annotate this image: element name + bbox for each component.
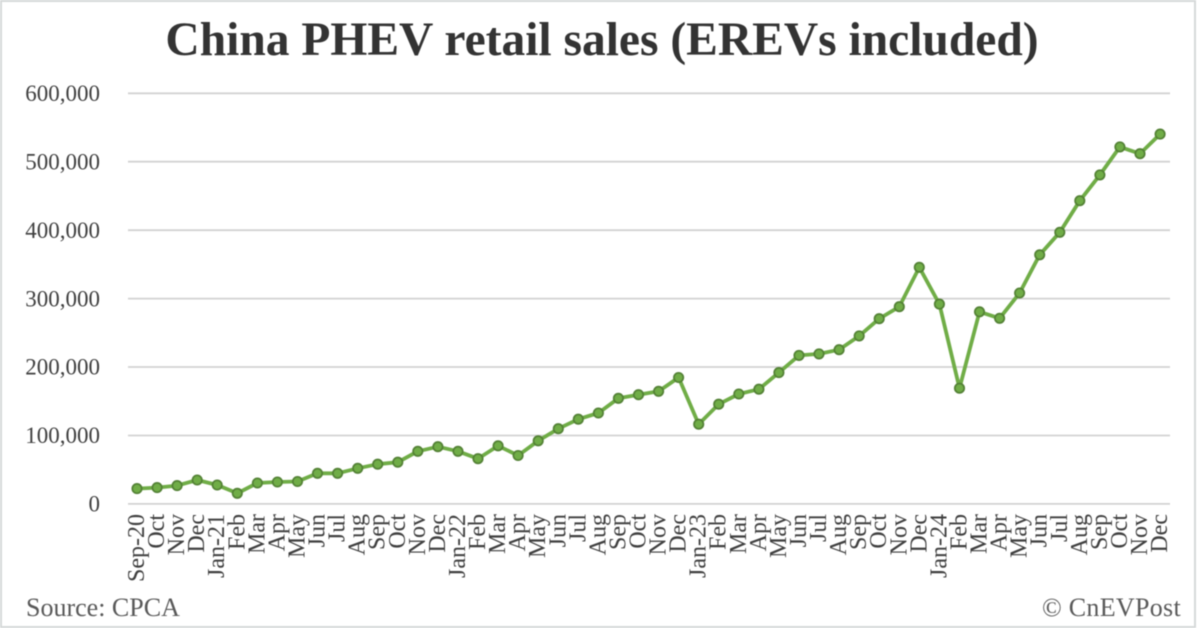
svg-text:Sep: Sep — [605, 514, 631, 550]
svg-text:400,000: 400,000 — [25, 218, 100, 243]
svg-text:Jul: Jul — [565, 514, 591, 542]
svg-text:Aug: Aug — [585, 514, 611, 555]
svg-text:200,000: 200,000 — [25, 355, 100, 380]
svg-text:Mar: Mar — [726, 514, 752, 554]
svg-text:Oct: Oct — [385, 514, 411, 549]
svg-text:Mar: Mar — [967, 514, 993, 554]
svg-text:Aug: Aug — [1067, 514, 1093, 555]
svg-text:0: 0 — [89, 492, 101, 517]
svg-text:Apr: Apr — [264, 514, 290, 551]
svg-text:Feb: Feb — [224, 514, 250, 550]
svg-text:Dec: Dec — [666, 514, 692, 553]
svg-text:Feb: Feb — [465, 514, 491, 550]
svg-text:600,000: 600,000 — [25, 81, 100, 106]
svg-text:Jun: Jun — [1027, 514, 1053, 547]
svg-text:Apr: Apr — [505, 514, 531, 551]
svg-text:May: May — [525, 514, 551, 558]
svg-text:Jan-22: Jan-22 — [445, 514, 471, 578]
svg-text:Jul: Jul — [1047, 514, 1073, 542]
svg-text:Nov: Nov — [405, 514, 431, 555]
svg-text:Oct: Oct — [1107, 514, 1133, 549]
svg-text:Mar: Mar — [485, 514, 511, 554]
svg-text:Jun: Jun — [545, 514, 571, 547]
svg-text:Jun: Jun — [786, 514, 812, 547]
svg-text:Oct: Oct — [144, 514, 170, 549]
svg-text:May: May — [285, 514, 311, 558]
svg-text:Feb: Feb — [947, 514, 973, 550]
svg-text:300,000: 300,000 — [25, 286, 100, 311]
svg-text:Sep: Sep — [846, 514, 872, 550]
svg-text:Nov: Nov — [164, 514, 190, 555]
svg-text:Sep-20: Sep-20 — [124, 514, 150, 582]
svg-text:Jan-21: Jan-21 — [204, 514, 230, 578]
svg-text:May: May — [1007, 514, 1033, 558]
svg-text:Nov: Nov — [1127, 514, 1153, 555]
svg-text:Apr: Apr — [746, 514, 772, 551]
svg-text:Aug: Aug — [345, 514, 371, 555]
svg-text:Nov: Nov — [886, 514, 912, 555]
svg-text:Aug: Aug — [826, 514, 852, 555]
svg-text:Dec: Dec — [1147, 514, 1173, 553]
svg-text:Sep: Sep — [1087, 514, 1113, 550]
svg-text:500,000: 500,000 — [25, 149, 100, 174]
svg-text:Nov: Nov — [646, 514, 672, 555]
svg-text:Jul: Jul — [325, 514, 351, 542]
svg-text:Dec: Dec — [906, 514, 932, 553]
svg-text:Oct: Oct — [866, 514, 892, 549]
svg-text:Jul: Jul — [806, 514, 832, 542]
svg-text:Feb: Feb — [706, 514, 732, 550]
svg-text:Dec: Dec — [184, 514, 210, 553]
svg-text:Jan-24: Jan-24 — [926, 514, 952, 578]
svg-text:Sep: Sep — [365, 514, 391, 550]
svg-text:Oct: Oct — [626, 514, 652, 549]
svg-text:May: May — [766, 514, 792, 558]
svg-text:Mar: Mar — [244, 514, 270, 554]
svg-text:Jun: Jun — [305, 514, 331, 547]
svg-text:Jan-23: Jan-23 — [686, 514, 712, 578]
svg-text:Apr: Apr — [987, 514, 1013, 551]
svg-text:Dec: Dec — [425, 514, 451, 553]
svg-text:100,000: 100,000 — [25, 423, 100, 448]
